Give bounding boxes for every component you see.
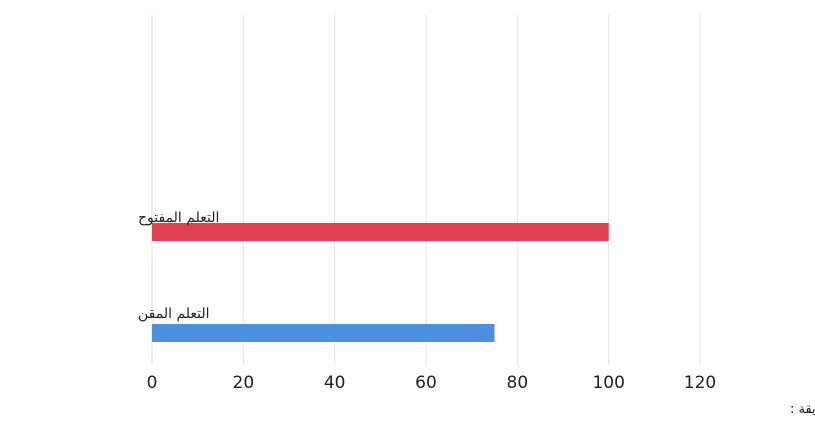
x-tick-0: 0 bbox=[147, 373, 158, 393]
bars bbox=[152, 223, 609, 342]
x-tick-80: 80 bbox=[507, 373, 529, 393]
category-label-0: التعلم المفتوح bbox=[138, 210, 219, 226]
category-labels: التعلم المفتوح التعلم المقن bbox=[138, 210, 219, 322]
x-tick-20: 20 bbox=[233, 373, 255, 393]
bar-0 bbox=[152, 223, 609, 241]
gridlines bbox=[151, 15, 701, 365]
x-tick-60: 60 bbox=[415, 373, 437, 393]
category-label-1: التعلم المقن bbox=[138, 306, 210, 322]
x-tick-120: 120 bbox=[684, 373, 716, 393]
x-axis-label: نسبة رضا الطلاب عن التعلم بهذه الطريقة : bbox=[790, 402, 815, 417]
bar-1 bbox=[152, 324, 495, 342]
x-tick-40: 40 bbox=[324, 373, 346, 393]
x-tick-100: 100 bbox=[592, 373, 624, 393]
x-tick-labels: 0 20 40 60 80 100 120 bbox=[147, 373, 717, 393]
